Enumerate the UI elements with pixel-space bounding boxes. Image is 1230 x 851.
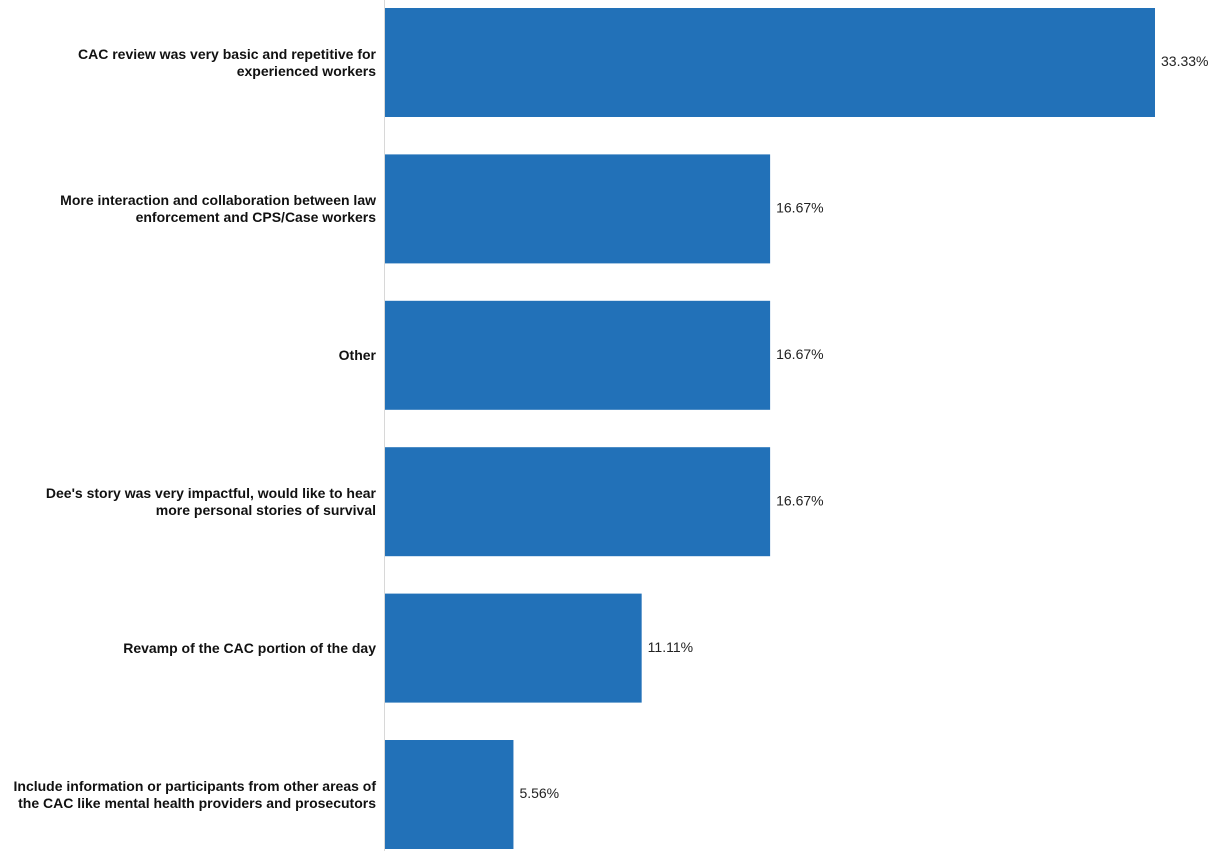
- bar: [385, 740, 514, 849]
- value-label: 33.33%: [1161, 53, 1208, 69]
- category-label: CAC review was very basic and repetitive…: [77, 45, 376, 79]
- bar: [385, 593, 642, 703]
- category-label: Include information or participants from…: [13, 777, 377, 811]
- category-label: Revamp of the CAC portion of the day: [123, 639, 376, 656]
- bar: [385, 447, 771, 557]
- bar: [385, 300, 771, 410]
- value-label: 16.67%: [776, 346, 823, 362]
- category-label: Other: [338, 346, 376, 363]
- value-label: 16.67%: [776, 200, 823, 216]
- value-label: 11.11%: [648, 639, 693, 655]
- bar: [385, 154, 771, 264]
- category-label: Dee's story was very impactful, would li…: [45, 484, 376, 518]
- bar: [385, 8, 1155, 117]
- value-label: 16.67%: [776, 492, 823, 508]
- category-label: More interaction and collaboration betwe…: [60, 191, 376, 225]
- value-label: 5.56%: [519, 785, 559, 801]
